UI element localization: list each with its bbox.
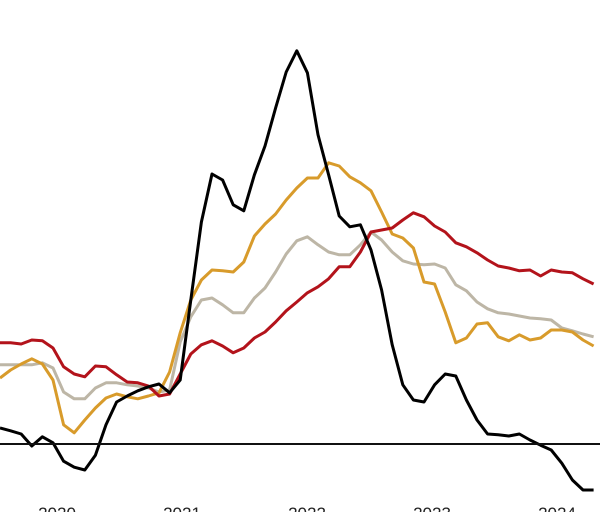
series-grey-line [0, 230, 594, 401]
series-lines [0, 49, 595, 492]
x-tick-label: 2024 [538, 504, 576, 512]
x-axis-ticks: 2020 2021 2022 2023 2024 [38, 504, 576, 512]
x-tick-label: 2022 [288, 504, 326, 512]
x-tick-label: 2023 [413, 504, 451, 512]
series-gold-line [0, 161, 595, 435]
series-red-line [0, 211, 595, 398]
x-tick-label: 2021 [163, 504, 201, 512]
x-tick-label: 2020 [38, 504, 76, 512]
series-black-line [0, 49, 594, 492]
